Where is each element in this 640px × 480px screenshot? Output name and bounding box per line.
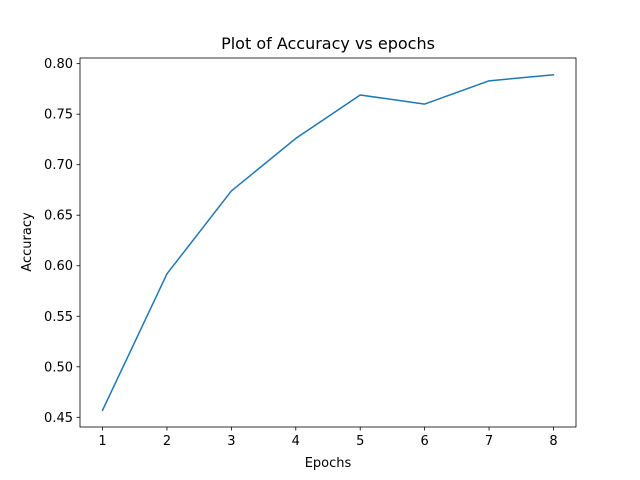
y-tick-label: 0.50 (44, 360, 73, 375)
x-tick-label: 6 (420, 434, 428, 449)
chart-title: Plot of Accuracy vs epochs (221, 34, 435, 53)
x-tick-label: 3 (227, 434, 235, 449)
y-tick-label: 0.60 (44, 259, 73, 274)
x-tick-label: 4 (292, 434, 300, 449)
x-axis: 1 2 3 4 5 6 7 8 (98, 427, 558, 449)
y-tick-label: 0.70 (44, 158, 73, 173)
y-tick-label: 0.45 (44, 411, 73, 426)
y-axis-label: Accuracy (20, 212, 35, 272)
plot-area: 1 2 3 4 5 6 7 8 0.45 0.50 0.55 0.60 0.65 0.70 0.75 0.8… (44, 57, 577, 449)
y-axis: 0.45 0.50 0.55 0.60 0.65 0.70 0.75 0.80 (44, 57, 80, 426)
axes-frame (79, 57, 577, 428)
accuracy-series-line (101, 73, 555, 412)
y-tick-label: 0.75 (44, 108, 73, 123)
y-tick-label: 0.65 (44, 209, 73, 224)
x-tick-label: 5 (356, 434, 364, 449)
x-tick-label: 8 (549, 434, 557, 449)
y-tick-label: 0.80 (44, 57, 73, 72)
x-tick-label: 1 (98, 434, 106, 449)
x-tick-label: 2 (163, 434, 171, 449)
x-axis-label: Epochs (305, 456, 352, 471)
x-tick-label: 7 (485, 434, 493, 449)
y-tick-label: 0.55 (44, 310, 73, 325)
